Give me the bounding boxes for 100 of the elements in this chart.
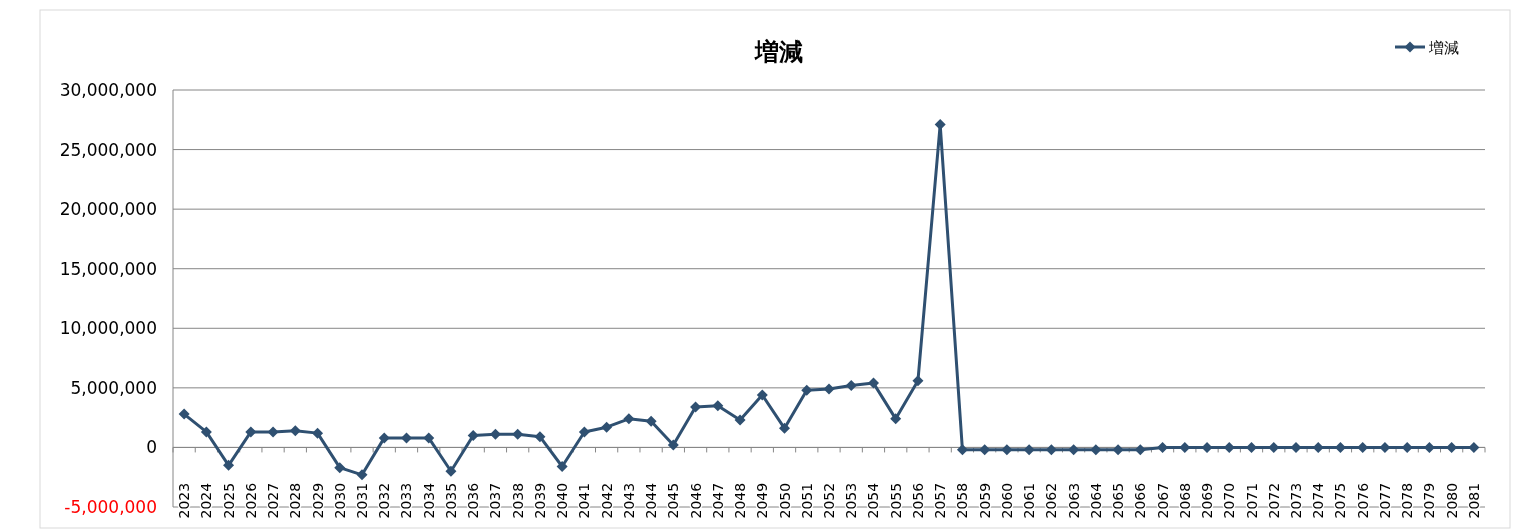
point	[890, 413, 902, 425]
point	[645, 415, 657, 427]
point	[601, 421, 613, 433]
x-tick-label: 2076	[1354, 482, 1371, 519]
point	[1090, 444, 1102, 456]
x-tick-label: 2042	[598, 482, 615, 519]
point	[1001, 444, 1013, 456]
y-tick-label: 10,000,000	[59, 318, 157, 339]
point	[423, 432, 435, 444]
point	[756, 389, 768, 401]
x-tick-label: 2044	[643, 482, 660, 519]
x-tick-label: 2043	[620, 482, 637, 519]
point	[712, 400, 724, 412]
x-tick-label: 2051	[798, 482, 815, 519]
x-tick-label: 2047	[709, 482, 726, 519]
point	[289, 425, 301, 437]
y-tick-label: 30,000,000	[59, 80, 157, 100]
x-tick-label: 2059	[976, 482, 993, 519]
point	[178, 408, 190, 420]
point	[312, 427, 324, 439]
x-tick-label: 2037	[487, 482, 504, 519]
y-tick-label: 15,000,000	[59, 258, 157, 279]
point	[956, 444, 968, 456]
point	[356, 469, 368, 481]
x-tick-label: 2066	[1132, 482, 1149, 519]
point	[556, 460, 568, 472]
x-tick-label: 2056	[909, 482, 926, 519]
x-tick-label: 2073	[1287, 482, 1304, 519]
x-tick-label: 2075	[1332, 482, 1349, 519]
x-tick-label: 2057	[932, 482, 949, 519]
x-tick-label: 2046	[687, 482, 704, 519]
x-tick-label: 2028	[287, 482, 304, 519]
point	[1112, 444, 1124, 456]
point	[1023, 444, 1035, 456]
x-tick-label: 2034	[420, 482, 437, 519]
x-tick-label: 2023	[176, 482, 193, 519]
x-tick-label: 2041	[576, 482, 593, 519]
x-tick-label: 2025	[220, 482, 237, 519]
x-tick-label: 2031	[354, 482, 371, 519]
y-tick-label: 25,000,000	[59, 139, 157, 160]
x-tick-label: 2050	[776, 482, 793, 519]
y-tick-label: 0	[146, 437, 157, 458]
point	[467, 430, 479, 442]
x-tick-label: 2067	[1154, 482, 1171, 519]
point	[823, 383, 835, 395]
point	[378, 432, 390, 444]
x-tick-label: 2032	[376, 482, 393, 519]
x-tick-label: 2045	[665, 482, 682, 519]
x-tick-label: 2065	[1110, 482, 1127, 519]
point	[200, 426, 212, 438]
point	[512, 428, 524, 440]
y-tick-label: 20,000,000	[59, 199, 157, 220]
point	[245, 426, 257, 438]
point	[267, 426, 279, 438]
x-tick-label: 2049	[754, 482, 771, 519]
x-tick-label: 2074	[1310, 482, 1327, 519]
x-tick-label: 2069	[1199, 482, 1216, 519]
x-tick-label: 2052	[821, 482, 837, 519]
point	[801, 384, 813, 396]
x-tick-label: 2072	[1265, 482, 1282, 519]
point	[667, 439, 679, 451]
point	[578, 426, 590, 438]
x-tick-label: 2081	[1465, 482, 1482, 519]
x-tick-label: 2058	[954, 482, 971, 519]
x-tick-label: 2038	[509, 482, 526, 519]
x-tick-label: 2060	[998, 482, 1015, 519]
point	[334, 462, 346, 474]
point	[845, 379, 857, 391]
x-tick-label: 2055	[887, 482, 904, 519]
x-tick-label: 2039	[531, 482, 548, 519]
point	[445, 465, 457, 477]
x-tick-label: 2070	[1221, 482, 1238, 519]
y-tick-label: -5,000,000	[64, 497, 157, 517]
x-tick-label: 2071	[1243, 482, 1260, 519]
x-tick-label: 2080	[1443, 482, 1460, 519]
x-tick-label: 2068	[1176, 482, 1193, 519]
x-tick-label: 2064	[1087, 482, 1104, 519]
x-tick-label: 2062	[1043, 482, 1060, 519]
x-tick-label: 2035	[442, 482, 459, 519]
y-tick-label: 5,000,000	[70, 377, 157, 398]
point	[734, 414, 746, 426]
x-tick-label: 2048	[732, 482, 749, 519]
point	[779, 422, 791, 434]
x-tick-label: 2030	[331, 482, 348, 519]
x-tick-label: 2024	[198, 482, 215, 519]
point	[534, 431, 546, 443]
x-tick-label: 2053	[843, 482, 860, 519]
x-tick-label: 2033	[398, 482, 415, 519]
x-tick-label: 2077	[1376, 482, 1393, 519]
x-tick-label: 2026	[242, 482, 259, 519]
x-tick-label: 2063	[1065, 482, 1082, 519]
chart-title: 増減	[754, 38, 803, 66]
point	[223, 459, 235, 471]
x-tick-label: 2036	[465, 482, 482, 519]
x-tick-label: 2079	[1421, 482, 1438, 519]
legend-label: 増減	[1428, 39, 1459, 57]
x-tick-label: 2029	[309, 482, 326, 519]
x-tick-label: 2061	[1021, 482, 1038, 519]
x-tick-label: 2027	[265, 482, 282, 519]
x-tick-label: 2040	[554, 482, 571, 519]
